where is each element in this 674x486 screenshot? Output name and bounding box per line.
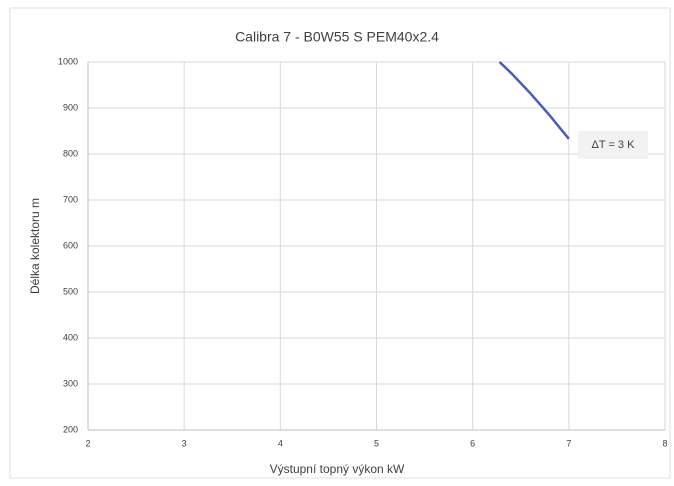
x-tick-label: 5 (374, 438, 379, 448)
y-tick-label: 600 (63, 240, 78, 250)
x-tick-label: 4 (278, 438, 283, 448)
chart-frame (9, 7, 671, 479)
annotation: ΔT = 3 K (592, 139, 636, 151)
y-tick-label: 800 (63, 148, 78, 158)
y-axis-label: Délka kolektoru m (28, 198, 42, 294)
y-tick-label: 400 (63, 332, 78, 342)
data-line (498, 61, 570, 140)
y-tick-label: 900 (63, 102, 78, 112)
x-tick-label: 7 (566, 438, 571, 448)
x-tick-label: 6 (470, 438, 475, 448)
y-tick-label: 1000 (58, 56, 78, 66)
x-tick-label: 8 (662, 438, 667, 448)
y-tick-label: 200 (63, 424, 78, 434)
x-tick-label: 2 (85, 438, 90, 448)
x-axis-label: Výstupní topný výkon kW (270, 462, 405, 476)
y-tick-label: 300 (63, 378, 78, 388)
x-tick-label: 3 (182, 438, 187, 448)
chart-title: Calibra 7 - B0W55 S PEM40x2.4 (235, 29, 439, 45)
y-tick-label: 700 (63, 194, 78, 204)
annotation-box (578, 131, 648, 159)
y-tick-label: 500 (63, 286, 78, 296)
